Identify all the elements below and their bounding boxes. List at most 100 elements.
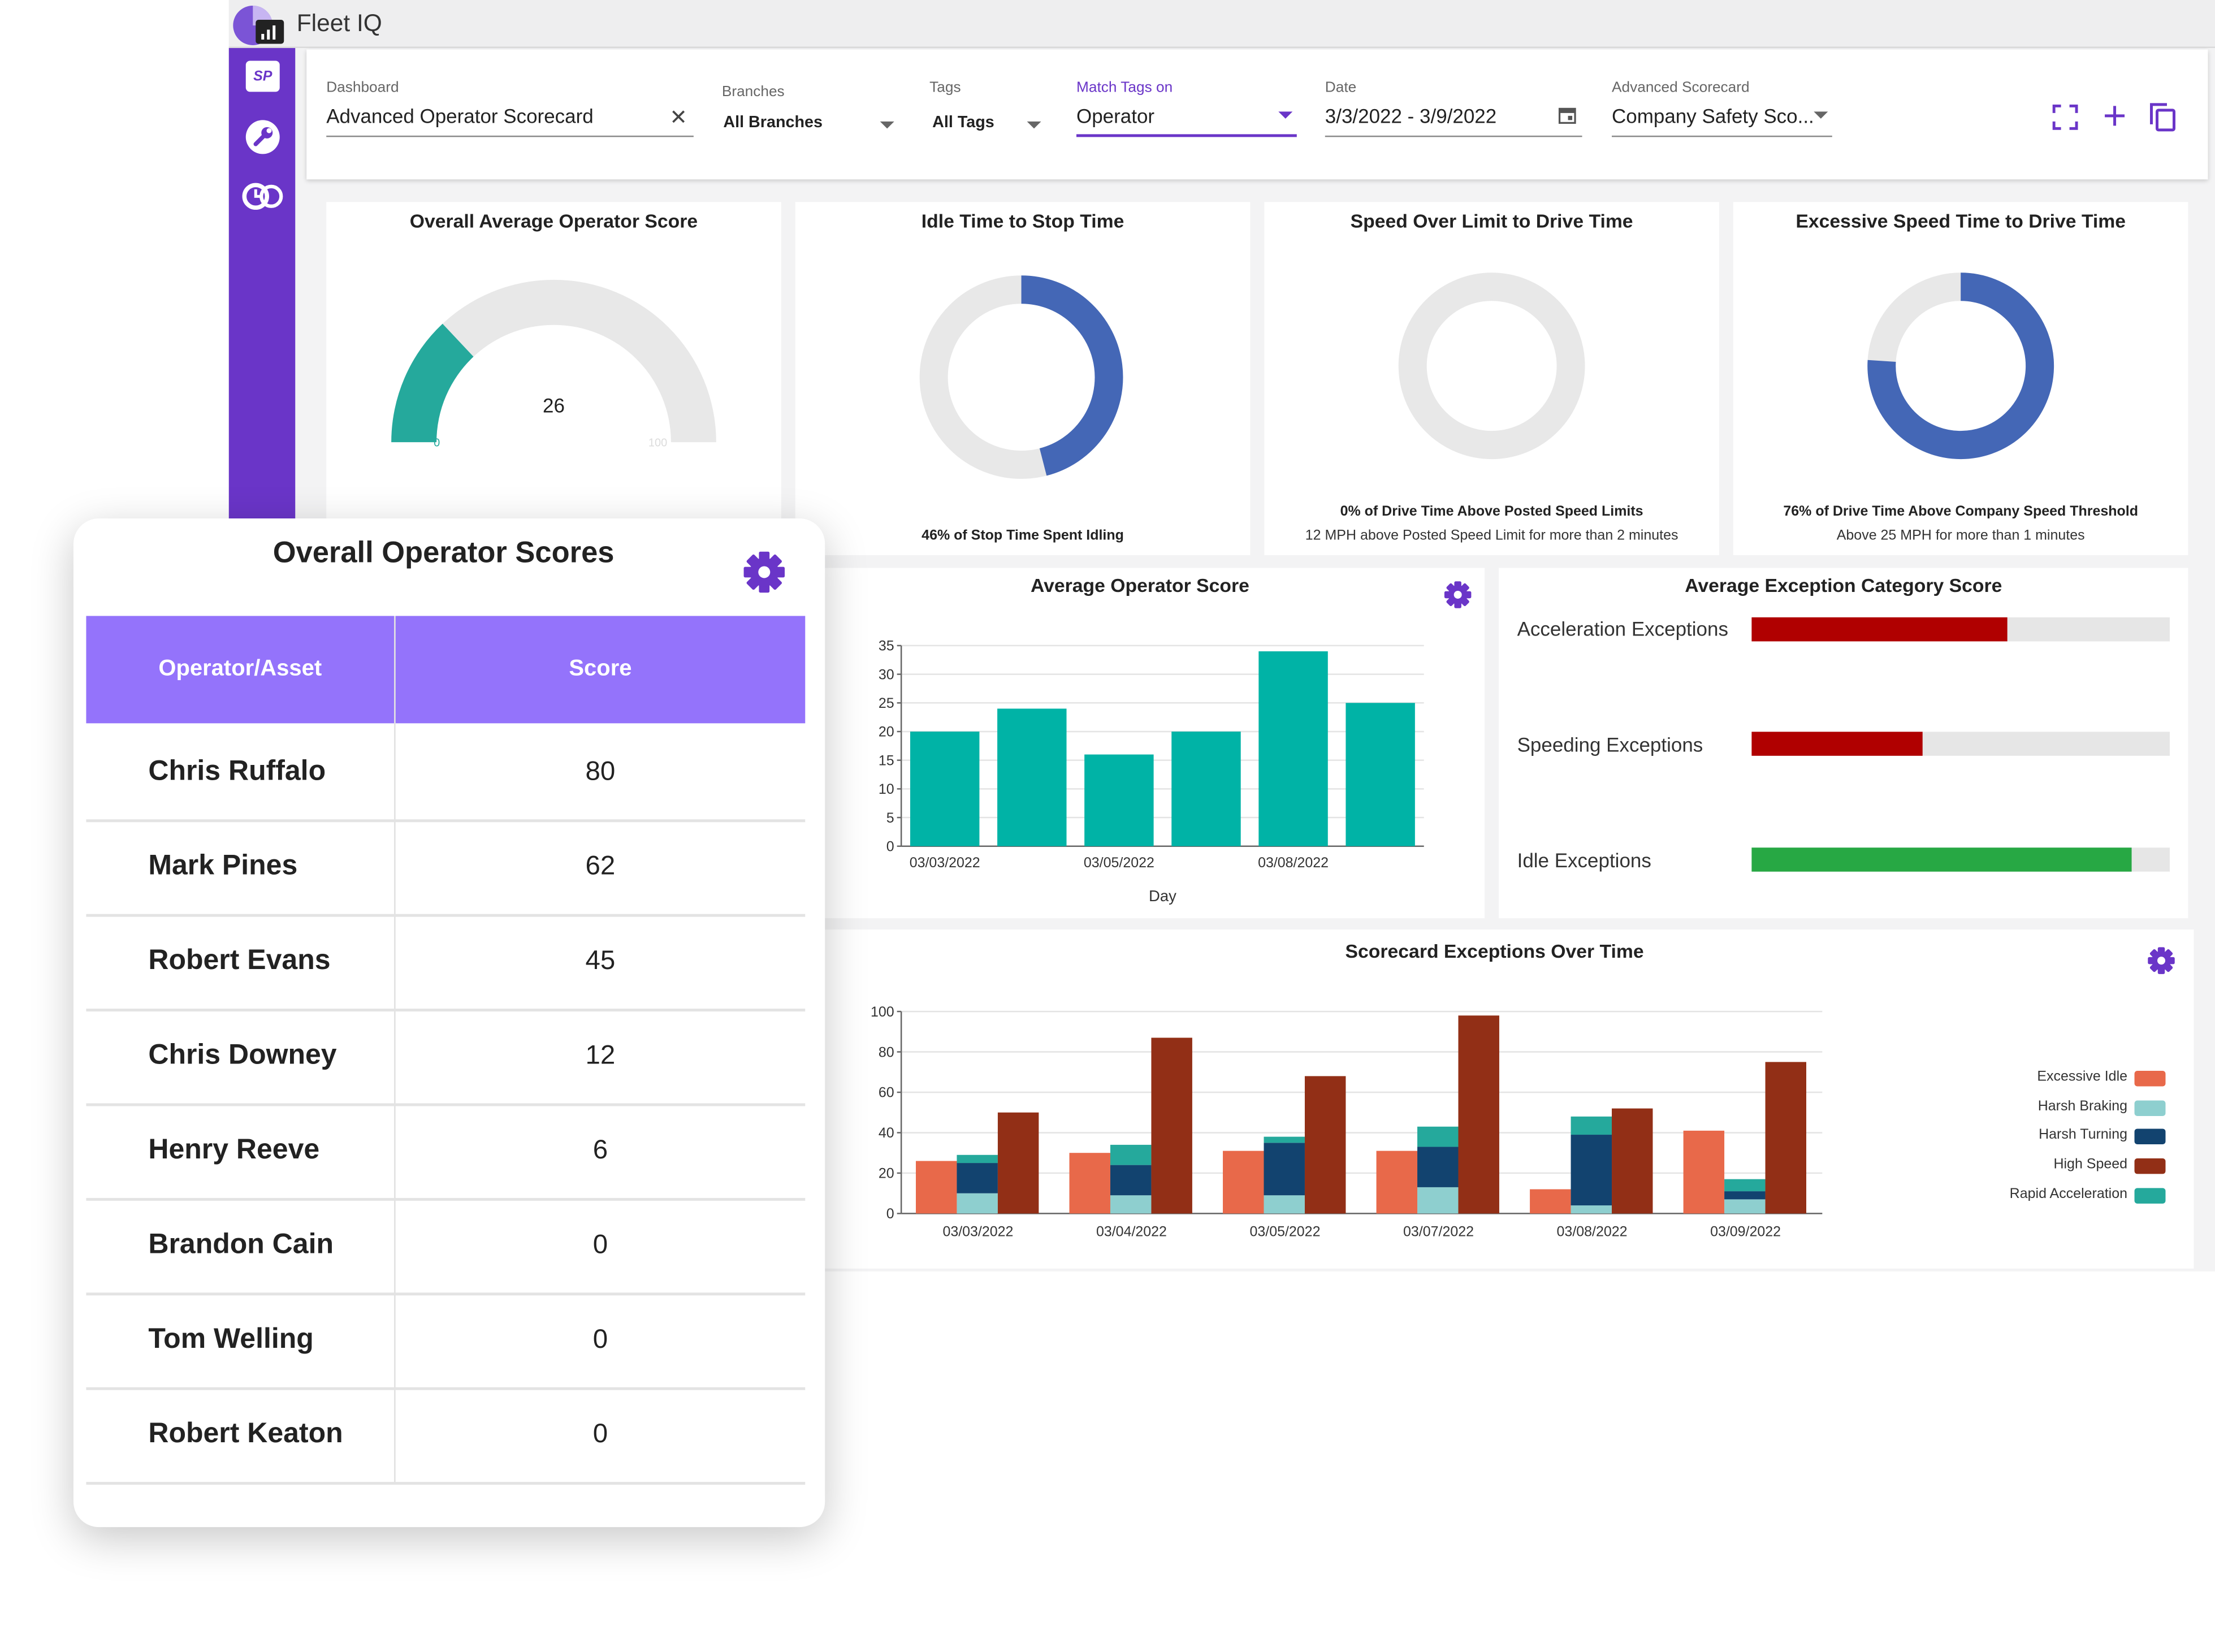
y-tick-label: 20 xyxy=(879,1166,894,1182)
table-row[interactable]: Brandon Cain 0 xyxy=(86,1198,806,1296)
legend-swatch[interactable] xyxy=(2134,1071,2166,1087)
table-row[interactable]: Mark Pines 62 xyxy=(86,819,806,917)
copy-icon[interactable] xyxy=(2149,102,2177,140)
gauge-card: Overall Average Operator Score 26 0 100 xyxy=(326,202,781,555)
bar-excessive-idle xyxy=(915,1161,957,1214)
bar xyxy=(1346,703,1415,846)
sidebar-logo-text: SP xyxy=(253,68,272,84)
donut-subcaption: 12 MPH above Posted Speed Limit for more… xyxy=(1305,528,1678,544)
operator-score: 45 xyxy=(585,945,616,976)
scorecard-select[interactable]: Company Safety Sco... xyxy=(1612,104,1814,127)
chart-title: Average Operator Score xyxy=(1030,574,1249,596)
exception-fill xyxy=(1751,617,2007,642)
bar-harsh-turning xyxy=(957,1163,998,1193)
table-row[interactable]: Robert Keaton 0 xyxy=(86,1387,806,1485)
donut-svg xyxy=(1867,273,2054,460)
bar-harsh-braking xyxy=(957,1193,998,1214)
gauge-fill xyxy=(391,323,474,443)
legend-swatch[interactable] xyxy=(2134,1187,2166,1204)
app-logo-icon xyxy=(232,3,285,45)
y-tick-label: 0 xyxy=(886,1206,894,1222)
y-tick-label: 0 xyxy=(886,838,894,854)
bar-rapid-acceleration xyxy=(957,1154,998,1164)
column-header-score[interactable]: Score xyxy=(395,616,806,724)
table-row[interactable]: Tom Welling 0 xyxy=(86,1292,806,1390)
avg-score-chart: 0 5 10 15 20 25 30 35 03/03/2022 03/05/2022 03/08/… xyxy=(879,638,1424,905)
app-title: Fleet IQ xyxy=(296,10,382,37)
sidebar-logo-icon[interactable]: SP xyxy=(241,55,284,97)
gear-icon[interactable] xyxy=(2147,946,2175,981)
legend-label: Rapid Acceleration xyxy=(2009,1186,2128,1202)
x-axis-label: Day xyxy=(1149,887,1176,905)
table-row[interactable]: Henry Reeve 6 xyxy=(86,1103,806,1201)
wrench-icon[interactable] xyxy=(241,116,284,158)
legend-swatch[interactable] xyxy=(2134,1158,2166,1174)
donut-card-speed-limit: Speed Over Limit to Drive Time 0% of Dri… xyxy=(1264,202,1719,555)
exception-track xyxy=(1751,617,2170,642)
table-row[interactable]: Robert Evans 45 xyxy=(86,914,806,1012)
branches-select[interactable]: All Branches xyxy=(723,114,823,132)
donut-card-idle: Idle Time to Stop Time 46% of Stop Time … xyxy=(795,202,1251,555)
match-tags-select[interactable]: Operator xyxy=(1076,104,1155,127)
exception-label: Idle Exceptions xyxy=(1517,849,1651,872)
route-icon[interactable] xyxy=(241,175,284,218)
column-header-operator[interactable]: Operator/Asset xyxy=(86,616,395,724)
date-range-input[interactable]: 3/3/2022 - 3/9/2022 xyxy=(1325,104,1497,127)
donut-subcaption: Above 25 MPH for more than 1 minutes xyxy=(1836,528,2085,544)
bar-rapid-acceleration xyxy=(1724,1179,1766,1192)
bar-rapid-acceleration xyxy=(1571,1116,1612,1135)
x-tick-label: 03/05/2022 xyxy=(1249,1223,1320,1239)
exception-track xyxy=(1751,847,2170,872)
title-bar xyxy=(228,0,2215,48)
dashboard-select[interactable]: Advanced Operator Scorecard xyxy=(326,104,594,127)
chevron-down-icon[interactable] xyxy=(1814,111,1828,119)
bar-harsh-turning xyxy=(1571,1135,1612,1206)
gauge-value: 26 xyxy=(543,394,565,417)
table-row[interactable]: Chris Ruffalo 80 xyxy=(86,725,806,823)
filter-toolbar xyxy=(306,49,2208,180)
bar-harsh-braking xyxy=(1417,1187,1459,1214)
donut-title: Excessive Speed Time to Drive Time xyxy=(1796,210,2126,232)
donut-title: Speed Over Limit to Drive Time xyxy=(1350,210,1633,232)
fullscreen-icon[interactable] xyxy=(2052,104,2078,137)
legend-label: Harsh Braking xyxy=(2037,1099,2128,1114)
bar-harsh-turning xyxy=(1110,1165,1152,1196)
bar-rapid-acceleration xyxy=(1264,1136,1305,1143)
bar-excessive-idle xyxy=(1683,1130,1725,1214)
legend-swatch[interactable] xyxy=(2134,1129,2166,1145)
operator-score: 62 xyxy=(585,851,616,881)
gear-icon[interactable] xyxy=(743,551,785,600)
branches-label: Branches xyxy=(721,83,785,101)
bar xyxy=(1171,731,1241,846)
donut-svg xyxy=(919,275,1123,479)
chart-title: Scorecard Exceptions Over Time xyxy=(1345,941,1644,962)
bar xyxy=(997,708,1067,846)
donut-card-excessive-speed: Excessive Speed Time to Drive Time 76% o… xyxy=(1733,202,2188,555)
bar-high-speed xyxy=(997,1112,1039,1214)
operator-score: 80 xyxy=(585,756,616,786)
bar-harsh-turning xyxy=(1417,1147,1459,1187)
clear-icon[interactable]: ✕ xyxy=(669,106,687,130)
date-underline xyxy=(1325,135,1582,137)
bar-excessive-idle xyxy=(1069,1153,1110,1214)
y-tick-label: 10 xyxy=(879,781,894,797)
operator-name: Tom Welling xyxy=(148,1324,314,1355)
operator-name: Chris Ruffalo xyxy=(148,755,326,787)
bar-excessive-idle xyxy=(1376,1151,1418,1214)
donut-caption: 0% of Drive Time Above Posted Speed Limi… xyxy=(1340,504,1643,520)
operator-name: Robert Keaton xyxy=(148,1418,343,1450)
table-row[interactable]: Chris Downey 12 xyxy=(86,1009,806,1106)
match-tags-underline xyxy=(1076,134,1297,137)
legend-swatch[interactable] xyxy=(2134,1100,2166,1116)
chevron-down-icon[interactable] xyxy=(1278,111,1293,119)
chevron-down-icon[interactable] xyxy=(1027,121,1041,129)
tags-select[interactable]: All Tags xyxy=(932,114,994,132)
x-tick-label: 03/03/2022 xyxy=(910,855,980,871)
tags-label: Tags xyxy=(929,79,961,96)
gauge-svg xyxy=(391,279,716,443)
gear-icon[interactable] xyxy=(1444,581,1472,616)
chevron-down-icon[interactable] xyxy=(880,121,894,129)
calendar-icon[interactable] xyxy=(1558,106,1576,131)
add-icon[interactable] xyxy=(2101,102,2129,137)
x-tick-label: 03/05/2022 xyxy=(1084,855,1154,871)
